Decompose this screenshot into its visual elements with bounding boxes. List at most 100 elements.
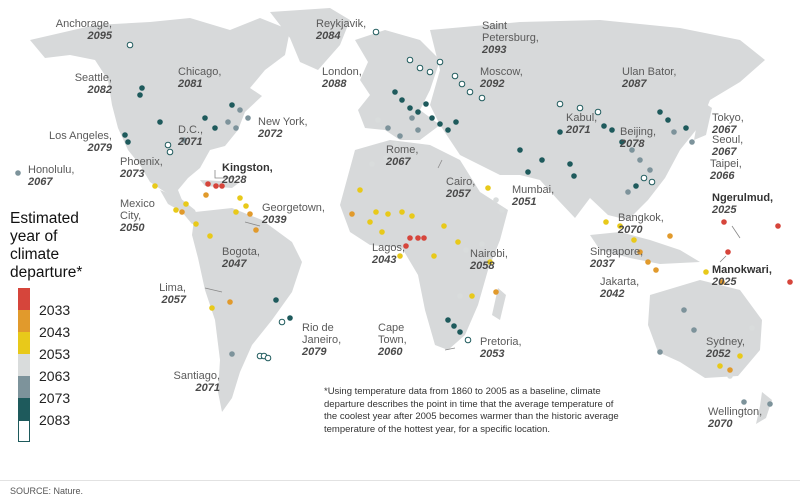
city-marker bbox=[767, 401, 773, 407]
city-marker bbox=[445, 317, 451, 323]
city-year: 2070 bbox=[618, 224, 643, 236]
city-name: Manokwari, bbox=[712, 264, 772, 276]
city-year: 2081 bbox=[178, 78, 203, 90]
city-year: 2082 bbox=[87, 84, 112, 96]
city-marker bbox=[397, 133, 403, 139]
city-marker bbox=[415, 127, 421, 133]
city-label: Manokwari, 2025 bbox=[712, 264, 772, 288]
legend-title: Estimated year of climate departure* bbox=[10, 210, 83, 281]
city-name: Pretoria, bbox=[480, 336, 522, 348]
city-name: Georgetown, bbox=[262, 202, 325, 214]
city-marker bbox=[357, 187, 363, 193]
madagascar bbox=[492, 288, 506, 320]
legend-tick: 2073 bbox=[39, 390, 71, 406]
japan bbox=[694, 100, 712, 140]
legend-tick: 2083 bbox=[39, 412, 71, 428]
city-marker bbox=[499, 207, 505, 213]
city-marker bbox=[407, 235, 413, 241]
city-marker bbox=[601, 123, 607, 129]
city-marker bbox=[426, 68, 434, 76]
city-year: 2079 bbox=[87, 142, 112, 154]
world-map bbox=[15, 8, 793, 424]
city-year: 2087 bbox=[622, 78, 647, 90]
city-name: Santiago, bbox=[173, 370, 220, 382]
city-label: Lima, 2057 bbox=[140, 282, 186, 306]
city-label: Kingston, 2028 bbox=[222, 162, 273, 186]
city-label: Beijing, 2078 bbox=[620, 126, 656, 150]
city-label: Bogota, 2047 bbox=[222, 246, 260, 270]
city-name: New York, bbox=[258, 116, 308, 128]
city-marker bbox=[179, 209, 185, 215]
city-name: Seattle, bbox=[74, 72, 112, 84]
city-marker bbox=[423, 101, 429, 107]
city-marker bbox=[219, 183, 225, 189]
city-label: Mumbai, 2051 bbox=[512, 184, 554, 208]
city-marker bbox=[399, 97, 405, 103]
city-name: Honolulu, bbox=[28, 164, 75, 176]
label-leader-lines bbox=[204, 159, 741, 351]
city-marker bbox=[209, 305, 215, 311]
city-year: 2067 bbox=[28, 176, 53, 188]
legend-tick: 2053 bbox=[39, 346, 71, 362]
city-marker bbox=[245, 115, 251, 121]
city-label: Phoenix, 2073 bbox=[120, 156, 163, 180]
city-marker bbox=[205, 181, 211, 187]
city-marker bbox=[383, 155, 389, 161]
city-marker bbox=[415, 109, 421, 115]
city-marker bbox=[15, 170, 21, 176]
city-year: 2067 bbox=[386, 156, 411, 168]
city-label: Sydney, 2052 bbox=[706, 336, 745, 360]
city-marker bbox=[645, 259, 651, 265]
legend-swatch-2033 bbox=[18, 288, 30, 310]
city-marker bbox=[403, 243, 409, 249]
city-name: Seoul, bbox=[712, 134, 744, 146]
city-marker bbox=[717, 363, 723, 369]
city-name: Mexico City, bbox=[120, 198, 155, 222]
city-marker bbox=[392, 89, 398, 95]
city-marker bbox=[787, 279, 793, 285]
legend-swatch-2063 bbox=[18, 354, 30, 376]
city-marker bbox=[247, 211, 253, 217]
city-marker bbox=[721, 219, 727, 225]
city-marker bbox=[441, 223, 447, 229]
city-label: Georgetown, 2039 bbox=[262, 202, 325, 226]
city-marker bbox=[453, 119, 459, 125]
city-year: 2093 bbox=[482, 44, 507, 56]
city-marker bbox=[349, 211, 355, 217]
city-label: Nairobi, 2058 bbox=[470, 248, 508, 272]
city-label: Moscow, 2092 bbox=[480, 66, 523, 90]
city-label: Reykjavik, 2084 bbox=[316, 18, 366, 42]
city-year: 2052 bbox=[706, 348, 731, 360]
city-marker bbox=[229, 102, 235, 108]
asia bbox=[430, 20, 765, 220]
city-marker bbox=[689, 139, 695, 145]
city-marker bbox=[665, 117, 671, 123]
city-marker bbox=[737, 353, 743, 359]
city-marker bbox=[617, 223, 623, 229]
city-year: 2071 bbox=[566, 124, 591, 136]
city-year: 2066 bbox=[710, 170, 735, 182]
city-marker bbox=[227, 299, 233, 305]
city-marker bbox=[431, 253, 437, 259]
city-marker bbox=[705, 345, 711, 351]
divider bbox=[0, 480, 800, 481]
city-name: Chicago, bbox=[178, 66, 222, 78]
city-marker bbox=[152, 183, 158, 189]
africa bbox=[340, 140, 508, 350]
city-label: Pretoria, 2053 bbox=[480, 336, 522, 360]
city-marker bbox=[183, 201, 189, 207]
city-marker bbox=[202, 115, 208, 121]
legend: Estimated year of climate departure* 203… bbox=[0, 200, 96, 468]
city-label: Chicago, 2081 bbox=[178, 66, 221, 90]
city-marker bbox=[212, 125, 218, 131]
city-marker bbox=[253, 227, 259, 233]
city-label: Los Angeles, 2079 bbox=[30, 130, 112, 154]
city-marker bbox=[451, 72, 459, 80]
new-zealand bbox=[756, 392, 772, 424]
city-marker bbox=[457, 329, 463, 335]
city-marker bbox=[166, 148, 174, 156]
city-year: 2053 bbox=[480, 348, 505, 360]
city-name: Moscow, bbox=[480, 66, 523, 78]
city-year: 2092 bbox=[480, 78, 505, 90]
city-label: Cairo, 2057 bbox=[446, 176, 475, 200]
